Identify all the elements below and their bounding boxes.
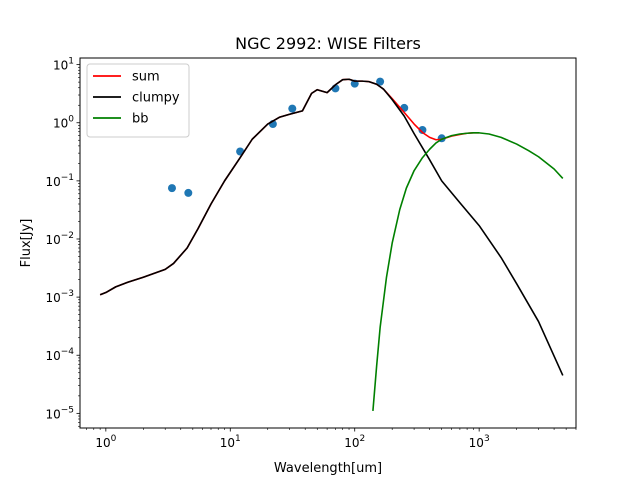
- data-point: [288, 104, 297, 113]
- legend-label-bb: bb: [132, 112, 149, 127]
- x-axis-label: Wavelength[um]: [274, 461, 382, 476]
- y-tick-label: 100: [53, 115, 74, 131]
- y-axis-label: Flux[Jy]: [19, 219, 34, 268]
- y-tick-label: 101: [53, 57, 74, 73]
- series-line-clumpy: [99, 78, 564, 376]
- x-tick-label: 102: [344, 434, 365, 450]
- x-tick-label: 103: [469, 434, 490, 450]
- y-tick-label: 10−3: [45, 289, 74, 305]
- y-tick-label: 10−1: [45, 173, 74, 189]
- series-line-bb: [372, 132, 564, 412]
- legend-label-clumpy: clumpy: [132, 91, 180, 106]
- legend: sum clumpy bb: [86, 63, 190, 138]
- y-tick-label: 10−5: [45, 405, 74, 421]
- y-tick-label: 10−4: [45, 347, 74, 363]
- chart-title: NGC 2992: WISE Filters: [235, 34, 421, 53]
- y-axis: 10−5 10−4 10−3 10−2 10−1 100 101: [45, 57, 80, 427]
- data-point: [400, 103, 409, 112]
- x-tick-label: 100: [95, 434, 116, 450]
- x-axis: 100 101 102 103: [86, 428, 577, 450]
- data-point: [418, 126, 427, 135]
- legend-label-sum: sum: [132, 70, 160, 85]
- data-point: [167, 184, 176, 193]
- data-point: [376, 77, 385, 86]
- y-tick-label: 10−2: [45, 231, 74, 247]
- x-tick-label: 101: [220, 434, 241, 450]
- data-point: [184, 188, 193, 197]
- plot-frame: [79, 57, 577, 429]
